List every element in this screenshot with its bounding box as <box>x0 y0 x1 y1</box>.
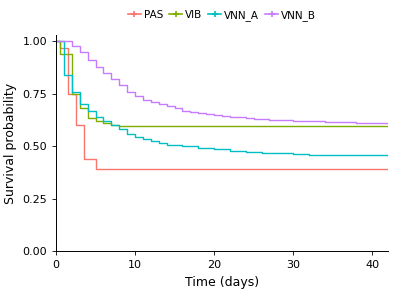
VNN_B <box>306 120 311 123</box>
VNN_A <box>125 132 130 135</box>
VNN_A <box>70 90 74 93</box>
VNN_B <box>54 40 58 43</box>
VNN_B <box>228 115 232 118</box>
VNN_B <box>251 117 256 121</box>
VNN_B <box>283 119 288 122</box>
PAS <box>85 157 90 161</box>
VNN_A <box>117 128 122 131</box>
VIB <box>70 92 74 95</box>
VNN_B <box>267 118 272 121</box>
VNN_B <box>322 120 327 124</box>
VNN_A <box>101 119 106 123</box>
VNN_A <box>180 145 185 148</box>
VNN_B <box>188 110 193 113</box>
VIB <box>386 125 390 128</box>
VNN_B <box>354 121 359 124</box>
VNN_B <box>196 111 201 114</box>
PAS <box>73 124 78 127</box>
VNN_B <box>85 58 90 62</box>
VNN_B <box>109 77 114 81</box>
VNN_B <box>77 50 82 53</box>
VNN_A <box>62 73 66 77</box>
VNN_A <box>212 148 216 151</box>
VNN_A <box>354 154 359 157</box>
VNN_B <box>275 118 280 122</box>
PAS <box>58 46 62 49</box>
VNN_A <box>133 135 138 138</box>
VNN_A <box>164 143 169 146</box>
VNN_A <box>140 137 145 141</box>
VNN_B <box>164 105 169 108</box>
VNN_B <box>133 94 138 98</box>
VNN_B <box>212 113 216 117</box>
VNN_B <box>236 116 240 119</box>
VNN_B <box>220 114 224 118</box>
VNN_A <box>228 149 232 153</box>
PAS <box>77 124 82 127</box>
VNN_B <box>172 107 177 110</box>
VNN_A <box>196 146 201 150</box>
PAS <box>62 46 66 49</box>
VNN_A <box>85 109 90 112</box>
VNN_A <box>330 153 335 157</box>
VNN_A <box>291 152 296 156</box>
Line: VNN_A: VNN_A <box>56 41 388 156</box>
VNN_A <box>243 150 248 154</box>
VIB <box>62 52 66 56</box>
VNN_A <box>109 124 114 127</box>
VIB <box>85 116 90 120</box>
VNN_A <box>77 102 82 106</box>
Y-axis label: Survival probability: Survival probability <box>4 83 17 204</box>
VNN_B <box>62 40 66 43</box>
VNN_A <box>306 153 311 157</box>
VIB <box>81 107 86 110</box>
VNN_A <box>259 151 264 154</box>
VNN_A <box>93 115 98 119</box>
VNN_B <box>291 119 296 123</box>
VNN_B <box>148 100 153 104</box>
VNN_A <box>386 154 390 157</box>
VNN_B <box>180 109 185 112</box>
VNN_A <box>54 40 58 43</box>
PAS <box>54 40 58 43</box>
VNN_B <box>370 121 374 125</box>
VNN_B <box>140 98 145 102</box>
Legend: PAS, VIB, VNN_A, VNN_B: PAS, VIB, VNN_A, VNN_B <box>128 10 316 21</box>
PAS <box>66 92 70 95</box>
PAS <box>386 168 390 171</box>
PAS <box>93 168 98 171</box>
VIB <box>109 124 114 127</box>
VNN_B <box>117 84 122 87</box>
VIB <box>101 121 106 125</box>
VNN_A <box>275 152 280 155</box>
Line: VIB: VIB <box>56 41 388 126</box>
VIB <box>73 92 78 95</box>
VNN_B <box>101 71 106 74</box>
VNN_B <box>156 102 161 106</box>
Line: PAS: PAS <box>56 41 388 169</box>
VIB <box>89 116 94 120</box>
X-axis label: Time (days): Time (days) <box>185 276 259 289</box>
PAS <box>81 157 86 161</box>
VNN_B <box>338 121 343 124</box>
VNN_A <box>156 141 161 145</box>
VIB <box>117 125 122 128</box>
VNN_B <box>259 117 264 121</box>
VIB <box>93 119 98 123</box>
VNN_B <box>243 117 248 120</box>
VIB <box>58 52 62 56</box>
Line: VNN_B: VNN_B <box>56 41 388 124</box>
PAS <box>70 92 74 95</box>
VNN_B <box>93 65 98 68</box>
VNN_A <box>148 139 153 143</box>
VNN_B <box>204 112 208 115</box>
VIB <box>77 107 82 110</box>
VNN_B <box>70 44 74 47</box>
VIB <box>54 40 58 43</box>
VNN_B <box>386 122 390 125</box>
VNN_B <box>125 90 130 93</box>
